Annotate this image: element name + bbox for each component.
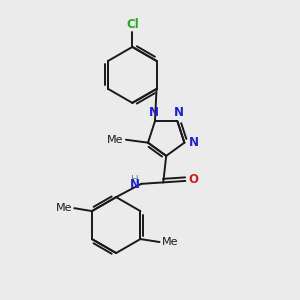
Text: Me: Me — [107, 135, 124, 145]
Text: Me: Me — [56, 203, 72, 213]
Text: Me: Me — [162, 237, 178, 247]
Text: N: N — [189, 136, 199, 149]
Text: H: H — [131, 175, 139, 185]
Text: Cl: Cl — [126, 18, 139, 31]
Text: N: N — [174, 106, 184, 119]
Text: N: N — [130, 178, 140, 191]
Text: O: O — [188, 173, 198, 186]
Text: N: N — [148, 106, 158, 119]
